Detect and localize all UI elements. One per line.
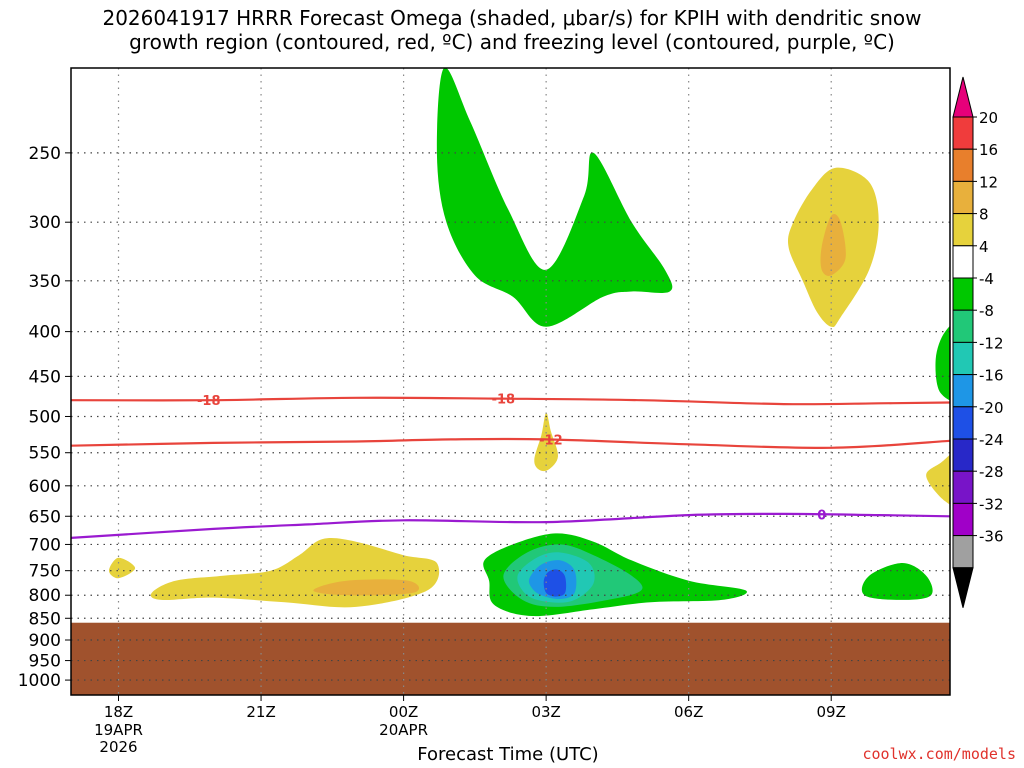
colorbar-label-5: -4 bbox=[979, 270, 994, 288]
colorbar-label-0: 20 bbox=[979, 109, 998, 127]
colorbar-label-10: -24 bbox=[979, 431, 1004, 449]
colorbar-label-13: -36 bbox=[979, 528, 1004, 546]
ground-layer bbox=[71, 622, 950, 695]
colorbar-label-7: -12 bbox=[979, 334, 1004, 352]
x-tick-label-09Z: 09Z bbox=[817, 703, 846, 721]
contour-line-0 bbox=[71, 396, 950, 406]
y-tick-label-400: 400 bbox=[29, 323, 61, 343]
colorbar-label-4: 4 bbox=[979, 238, 989, 256]
colorbar-swatch-8 bbox=[952, 374, 974, 408]
colorbar-label-9: -20 bbox=[979, 399, 1004, 417]
contour-layer: -18 -18 -12 0 bbox=[71, 393, 950, 539]
x-tick-label-18Z: 18Z bbox=[104, 703, 133, 721]
colorbar-swatch-9 bbox=[952, 406, 974, 440]
y-tick-label-300: 300 bbox=[29, 213, 61, 233]
chart-title-line-1: 2026041917 HRRR Forecast Omega (shaded, … bbox=[102, 6, 922, 30]
contour-line-2 bbox=[71, 512, 950, 539]
x-axis-title-text: Forecast Time (UTC) bbox=[417, 744, 599, 765]
x-tick-sublabel-18Z-0: 19APR bbox=[94, 721, 143, 739]
colorbar-swatch-7 bbox=[952, 341, 974, 376]
x-tick-sublabel-18Z-1: 2026 bbox=[99, 738, 137, 756]
omega-region-8 bbox=[313, 579, 420, 596]
y-tick-label-900: 900 bbox=[29, 631, 61, 651]
colorbar-label-3: 8 bbox=[979, 206, 989, 224]
omega-shading-layer bbox=[109, 68, 950, 617]
grid-layer bbox=[71, 68, 950, 695]
colorbar-swatch-13 bbox=[952, 535, 974, 569]
colorbar-swatch-4 bbox=[952, 245, 974, 279]
y-tick-label-250: 250 bbox=[29, 144, 61, 164]
omega-region-8 bbox=[820, 214, 846, 276]
x-tick-label-21Z: 21Z bbox=[246, 703, 275, 721]
y-tick-label-550: 550 bbox=[29, 444, 61, 464]
contour-label-2-0: 0 bbox=[817, 508, 826, 523]
colorbar-label-1: 16 bbox=[979, 141, 998, 159]
omega-region-4 bbox=[534, 412, 559, 472]
colorbar-swatch-12 bbox=[952, 502, 974, 537]
omega-region-4 bbox=[109, 557, 136, 579]
chart-title: 2026041917 HRRR Forecast Omega (shaded, … bbox=[0, 6, 1024, 54]
contour-label-1-0: -12 bbox=[539, 434, 563, 449]
omega-region-minus8 bbox=[935, 325, 950, 401]
x-tick-label-00Z: 00Z bbox=[389, 703, 418, 721]
chart-title-line-2: growth region (contoured, red, ºC) and f… bbox=[129, 30, 895, 54]
y-tick-label-800: 800 bbox=[29, 586, 61, 606]
contour-label-0-1: -18 bbox=[492, 393, 516, 408]
colorbar-swatch-1 bbox=[952, 148, 974, 182]
colorbar-swatch-0 bbox=[952, 116, 974, 150]
colorbar-swatch-3 bbox=[952, 213, 974, 247]
x-tick-sublabel-00Z-0: 20APR bbox=[379, 721, 428, 739]
colorbar-swatch-5 bbox=[952, 277, 974, 311]
colorbar-label-12: -32 bbox=[979, 495, 1004, 513]
colorbar-bottom-arrow bbox=[952, 567, 974, 608]
colorbar-label-6: -8 bbox=[979, 302, 994, 320]
colorbar-label-2: 12 bbox=[979, 173, 998, 191]
x-tick-label-06Z: 06Z bbox=[674, 703, 703, 721]
contour-line-1 bbox=[71, 437, 950, 449]
colorbar-swatch-6 bbox=[952, 309, 974, 343]
x-tick-label-03Z: 03Z bbox=[531, 703, 560, 721]
colorbar-top-arrow bbox=[952, 76, 974, 118]
y-tick-label-650: 650 bbox=[29, 507, 61, 527]
y-tick-label-750: 750 bbox=[29, 562, 61, 582]
y-tick-label-950: 950 bbox=[29, 652, 61, 672]
colorbar-swatch-10 bbox=[952, 438, 974, 472]
colorbar-swatch-2 bbox=[952, 180, 974, 215]
y-tick-label-500: 500 bbox=[29, 407, 61, 427]
y-tick-label-350: 350 bbox=[29, 272, 61, 292]
colorbar-label-8: -16 bbox=[979, 367, 1004, 385]
omega-region-minus24 bbox=[543, 569, 567, 597]
omega-region-4 bbox=[926, 454, 950, 505]
colorbar-label-11: -28 bbox=[979, 463, 1004, 481]
ground-fill bbox=[71, 622, 950, 695]
y-tick-label-450: 450 bbox=[29, 367, 61, 387]
omega-region-minus8 bbox=[861, 563, 933, 600]
source-credit: coolwx.com/models bbox=[862, 745, 1016, 763]
y-tick-label-700: 700 bbox=[29, 535, 61, 555]
y-tick-label-600: 600 bbox=[29, 477, 61, 497]
plot-frame bbox=[70, 67, 951, 696]
omega-colorbar: 20 16 12 8 4 -4 -8 -12 -16 -20 -24 -28 -32 -36 bbox=[952, 76, 1004, 608]
contour-label-0-0: -18 bbox=[197, 394, 221, 409]
y-tick-label-850: 850 bbox=[29, 609, 61, 629]
x-axis-title: Forecast Time (UTC) bbox=[0, 744, 1024, 765]
y-tick-label-1000: 1000 bbox=[18, 671, 61, 691]
pressure-axis: 2503003504004505005506006507007508008509… bbox=[18, 144, 71, 691]
omega-region-minus8 bbox=[436, 68, 673, 327]
colorbar-swatch-11 bbox=[952, 470, 974, 504]
